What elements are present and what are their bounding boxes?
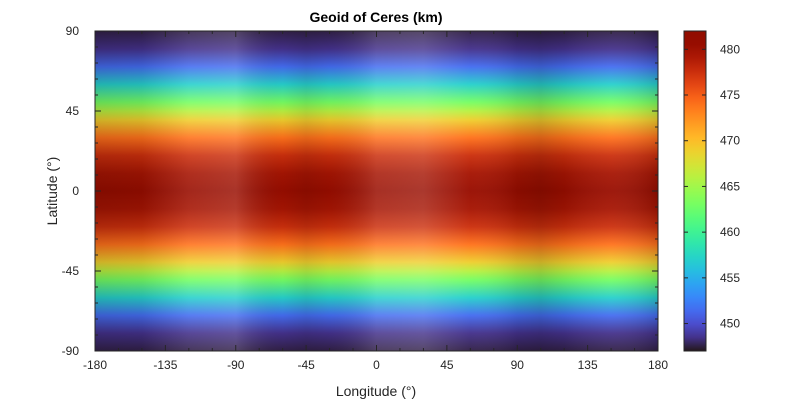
x-tick-label: -90 xyxy=(227,358,245,372)
x-tick-label: -135 xyxy=(153,358,177,372)
y-tick-label: 90 xyxy=(66,24,80,38)
chart-title: Geoid of Ceres (km) xyxy=(309,9,442,25)
colorbar: 450 455 460 465 470 475 480 xyxy=(683,30,740,352)
x-tick-label: -45 xyxy=(297,358,315,372)
colorbar-ticks: 450 455 460 465 470 475 480 xyxy=(684,42,740,331)
x-tick-label: 180 xyxy=(648,358,668,372)
x-axis: -180 -135 -90 -45 0 45 90 135 180 xyxy=(83,31,668,372)
x-tick-label: 0 xyxy=(373,358,380,372)
colorbar-frame xyxy=(683,30,707,352)
y-tick-label: -45 xyxy=(62,264,80,278)
y-tick-label: 0 xyxy=(72,184,79,198)
y-tick-label: -90 xyxy=(62,344,80,358)
colorbar-tick-label: 460 xyxy=(720,225,740,239)
y-tick-label: 45 xyxy=(66,104,80,118)
colorbar-tick-label: 470 xyxy=(720,134,740,148)
x-tick-label: 45 xyxy=(440,358,454,372)
colorbar-tick-label: 480 xyxy=(720,42,740,56)
x-tick-label: 90 xyxy=(511,358,525,372)
x-axis-label: Longitude (°) xyxy=(336,383,416,399)
colorbar-gradient-bar xyxy=(684,31,706,351)
heatmap-longitude-shading xyxy=(95,31,658,351)
x-tick-label: -180 xyxy=(83,358,107,372)
plot-area xyxy=(95,31,658,351)
y-axis-label: Latitude (°) xyxy=(44,157,60,226)
colorbar-tick-label: 450 xyxy=(720,317,740,331)
colorbar-tick-label: 455 xyxy=(720,271,740,285)
colorbar-tick-label: 475 xyxy=(720,88,740,102)
x-tick-label: 135 xyxy=(578,358,598,372)
y-axis: -90 -45 0 45 90 xyxy=(62,24,658,358)
colorbar-tick-label: 465 xyxy=(720,179,740,193)
